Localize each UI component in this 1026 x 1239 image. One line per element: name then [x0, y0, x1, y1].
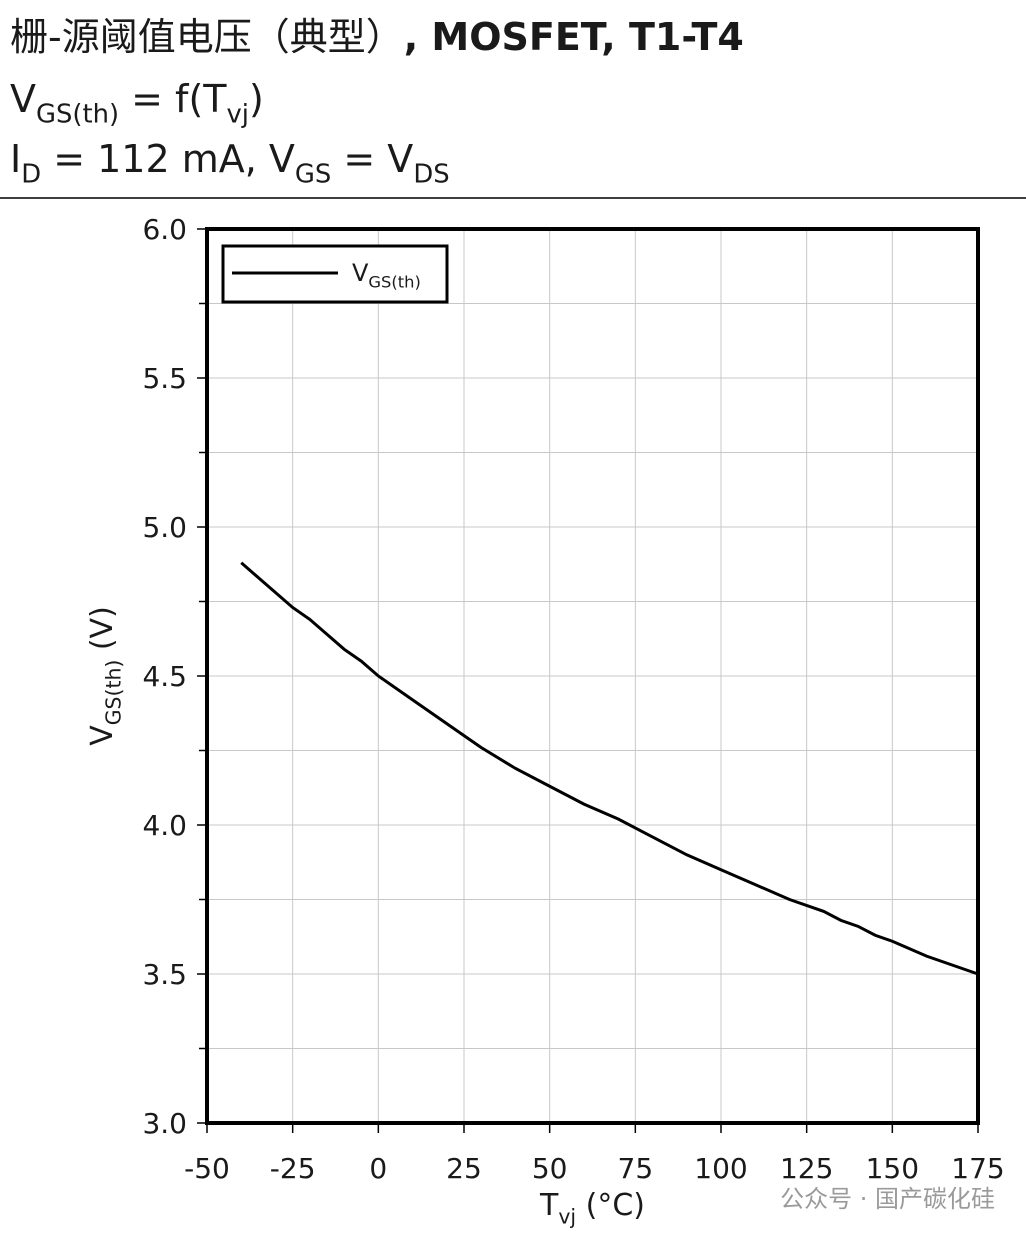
- formula-part: V: [10, 77, 36, 121]
- y-axis-label-part: V: [85, 725, 120, 746]
- y-tick-label: 3.5: [142, 958, 187, 991]
- x-axis-label: Tvj (°C): [539, 1188, 645, 1228]
- chart-title-part: 栅-源阈值电压（典型）: [10, 15, 404, 59]
- chart-title-part: , MOSFET, T1-T4: [404, 15, 744, 59]
- formula-part: GS(th): [36, 100, 119, 130]
- formula: VGS(th) = f(Tvj): [10, 77, 264, 130]
- formula-part: vj: [226, 100, 248, 130]
- conditions-part: D: [21, 160, 41, 190]
- y-tick-label: 5.5: [142, 362, 187, 395]
- x-axis-label-part: vj: [558, 1204, 576, 1228]
- conditions: ID = 112 mA, VGS = VDS: [10, 137, 450, 190]
- legend-label-part: GS(th): [368, 273, 420, 292]
- x-tick-label: 175: [951, 1152, 1004, 1185]
- chart-title: 栅-源阈值电压（典型）, MOSFET, T1-T4: [10, 15, 744, 59]
- legend-label: VGS(th): [352, 259, 421, 292]
- legend-label-part: V: [352, 259, 369, 287]
- x-tick-label: -25: [270, 1152, 316, 1185]
- x-tick-label: 75: [618, 1152, 654, 1185]
- y-axis-label: VGS(th) (V): [85, 606, 125, 746]
- x-tick-label: -50: [184, 1152, 230, 1185]
- x-tick-label: 50: [532, 1152, 568, 1185]
- conditions-part: I: [10, 137, 21, 181]
- y-axis-label-part: (V): [85, 606, 120, 659]
- data-line: [240, 561, 979, 976]
- conditions-part: DS: [413, 160, 449, 190]
- formula-part: ): [249, 77, 264, 121]
- watermark: 公众号 · 国产碳化硅: [780, 1185, 995, 1213]
- formula-part: = f(T: [119, 77, 227, 121]
- conditions-part: = V: [331, 137, 413, 181]
- conditions-part: GS: [295, 160, 331, 190]
- plot-frame: [205, 227, 980, 1125]
- y-axis-label-part: GS(th): [101, 660, 125, 726]
- x-tick-label: 150: [866, 1152, 919, 1185]
- y-tick-label: 4.0: [142, 809, 187, 842]
- x-tick-label: 0: [369, 1152, 387, 1185]
- y-tick-label: 3.0: [142, 1107, 187, 1140]
- x-axis-label-part: T: [539, 1188, 559, 1223]
- y-tick-label: 4.5: [142, 660, 187, 693]
- conditions-part: = 112 mA, V: [41, 137, 295, 181]
- x-tick-label: 25: [446, 1152, 482, 1185]
- x-tick-label: 100: [694, 1152, 747, 1185]
- x-tick-label: 125: [780, 1152, 833, 1185]
- y-tick-label: 5.0: [142, 511, 187, 544]
- y-tick-label: 6.0: [142, 213, 187, 246]
- x-axis-label-part: (°C): [576, 1188, 645, 1223]
